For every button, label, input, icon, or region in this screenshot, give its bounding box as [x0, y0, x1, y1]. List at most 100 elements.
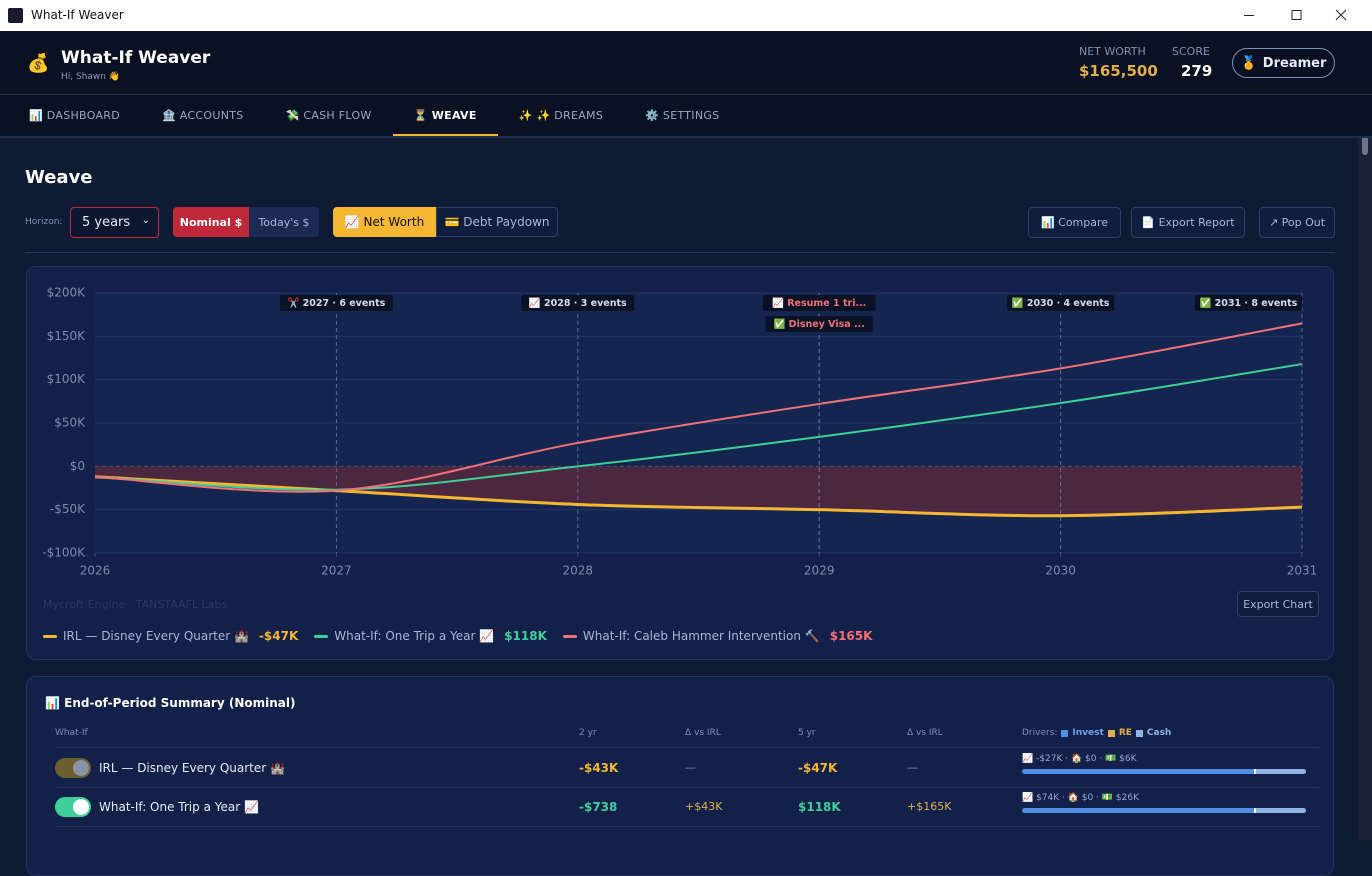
- y-tick-label: -$100K: [42, 546, 86, 560]
- summary-title: 📊 End-of-Period Summary (Nominal): [45, 696, 296, 710]
- legend: IRL — Disney Every Quarter 🏰 -$47K What-If…: [43, 629, 872, 643]
- badge-icon: 🏅: [1240, 55, 1257, 71]
- y-tick-label: $50K: [54, 416, 86, 430]
- cell-delta-2yr: —: [685, 761, 696, 774]
- event-label-box: [521, 295, 635, 311]
- summary-card: 📊 End-of-Period Summary (Nominal) What-I…: [26, 676, 1334, 876]
- greeting: Hi, Shawn 👋: [61, 72, 121, 82]
- legend-value: $118K: [504, 629, 547, 643]
- action-button[interactable]: 📄 Export Report: [1131, 207, 1245, 238]
- x-tick-label: 2031: [1287, 564, 1318, 578]
- legend-value: -$47K: [258, 629, 299, 643]
- x-tick-label: 2026: [80, 564, 111, 578]
- cell-5yr: $118K: [798, 800, 841, 814]
- view-toggle[interactable]: 📈 Net Worth: [333, 207, 436, 237]
- stat-value: 279: [1181, 62, 1213, 80]
- mode-toggle[interactable]: Today's $: [249, 207, 319, 237]
- event-label-box: [280, 295, 393, 311]
- drivers-bar-cash: [1254, 769, 1306, 774]
- nav-tab[interactable]: 💸 CASH FLOW: [285, 109, 372, 122]
- cell-delta-5yr: +$165K: [907, 800, 952, 813]
- column-header: What-If: [55, 728, 88, 738]
- legend-swatch: [314, 634, 329, 638]
- event-label: ✅ 2030 · 4 events: [1012, 297, 1110, 309]
- window-title: What-If Weaver: [31, 8, 124, 22]
- event-label: 📈 2028 · 3 events: [529, 297, 627, 309]
- nav-tab[interactable]: 📊 DASHBOARD: [29, 109, 121, 122]
- title-bar: What-If Weaver: [0, 0, 1372, 31]
- event-label-box: [762, 295, 876, 311]
- drivers-bar-cash: [1254, 808, 1306, 813]
- row-toggle[interactable]: [55, 797, 91, 817]
- app-icon: [8, 8, 23, 23]
- toggle-knob: [73, 760, 89, 776]
- series-line: [94, 363, 1303, 491]
- toggle-knob: [73, 799, 89, 815]
- column-header: 2 yr: [579, 728, 597, 738]
- cell-delta-2yr: +$43K: [685, 800, 723, 813]
- row-name: IRL — Disney Every Quarter 🏰: [99, 761, 285, 775]
- drivers-label: Drivers:: [1022, 728, 1058, 738]
- event-label: ✅ Disney Visa ...: [774, 318, 865, 330]
- series-line: [94, 322, 1303, 493]
- legend-label: What-If: One Trip a Year 📈: [334, 629, 495, 643]
- x-tick-label: 2029: [804, 564, 835, 578]
- action-button[interactable]: ↗ Pop Out: [1259, 207, 1335, 238]
- event-label: 📈 Resume 1 tri...: [772, 297, 866, 309]
- legend-item: What-If: Caleb Hammer Intervention 🔨 $165…: [562, 629, 873, 643]
- nav-bar: 📊 DASHBOARD 🏦 ACCOUNTS 💸 CASH FLOW ⏳ WEAVE ✨…: [0, 95, 1372, 138]
- divider: [25, 252, 1335, 253]
- event-label-box: [1194, 295, 1302, 311]
- scrollbar[interactable]: [1358, 31, 1372, 840]
- action-button[interactable]: 📊 Compare: [1028, 207, 1121, 238]
- legend-value: $165K: [829, 629, 873, 643]
- legend-swatch: [43, 634, 57, 638]
- nav-tab[interactable]: ⏳ WEAVE: [392, 95, 498, 136]
- stat-value: $165,500: [1079, 62, 1158, 80]
- y-tick-label: $150K: [47, 329, 87, 343]
- legend-label: What-If: Caleb Hammer Intervention 🔨: [582, 629, 820, 643]
- horizon-label: Horizon:: [25, 217, 63, 227]
- stat-label: SCORE: [1172, 45, 1210, 58]
- column-header: Δ vs IRL: [685, 728, 721, 738]
- drivers-header: Drivers: Invest RE Cash: [1022, 728, 1171, 738]
- stat-label: NET WORTH: [1079, 45, 1146, 58]
- legend-label: IRL — Disney Every Quarter 🏰: [63, 629, 249, 643]
- badge-button[interactable]: 🏅 Dreamer: [1232, 48, 1335, 78]
- event-label: ✅ 2031 · 8 events: [1200, 297, 1298, 309]
- row-divider: [55, 826, 1319, 827]
- cell-2yr: -$43K: [579, 761, 619, 775]
- gap-area: [95, 466, 1302, 516]
- drivers-text: 📈 -$27K · 🏠 $0 · 💵 $6K: [1022, 754, 1137, 764]
- horizon-select[interactable]: 5 years ⌄: [70, 207, 159, 238]
- window-controls[interactable]: [1230, 0, 1360, 31]
- column-header: Δ vs IRL: [907, 728, 943, 738]
- horizon-value: 5 years: [82, 215, 131, 230]
- row-toggle[interactable]: [55, 758, 91, 778]
- export-chart-button[interactable]: Export Chart: [1237, 591, 1319, 617]
- chart-card: -$100K -$50K $0 $50K $100K $150K $200K 2026 2027…: [26, 266, 1334, 660]
- legend-item: IRL — Disney Every Quarter 🏰 -$47K: [43, 629, 298, 643]
- event-label-box: [765, 316, 873, 332]
- nav-tab[interactable]: 🏦 ACCOUNTS: [162, 109, 244, 122]
- drivers-bar: [1022, 769, 1306, 774]
- y-tick-label: $100K: [47, 372, 87, 386]
- view-toggle[interactable]: 💳 Debt Paydown: [436, 207, 558, 237]
- mode-toggle[interactable]: Nominal $: [173, 207, 249, 237]
- y-tick-label: -$50K: [50, 502, 86, 516]
- drivers-text: 📈 $74K · 🏠 $0 · 💵 $26K: [1022, 793, 1139, 803]
- column-header: 5 yr: [798, 728, 816, 738]
- page-title: Weave: [25, 167, 93, 188]
- y-tick-label: $200K: [47, 286, 87, 300]
- logo: 💰: [27, 53, 50, 74]
- nav-tab[interactable]: ⚙️ SETTINGS: [645, 109, 720, 122]
- cell-2yr: -$738: [579, 800, 618, 814]
- header: 💰 What-If Weaver Hi, Shawn 👋 NET WORTH $…: [0, 31, 1372, 95]
- x-tick-label: 2027: [321, 564, 352, 578]
- app-title: What-If Weaver: [61, 48, 211, 68]
- y-tick-label: $0: [70, 459, 85, 473]
- driver-legend: Cash: [1146, 728, 1172, 738]
- event-label: ✂️ 2027 · 6 events: [288, 297, 386, 309]
- nav-tab[interactable]: ✨ ✨ DREAMS: [518, 109, 604, 122]
- cell-delta-5yr: —: [907, 761, 918, 774]
